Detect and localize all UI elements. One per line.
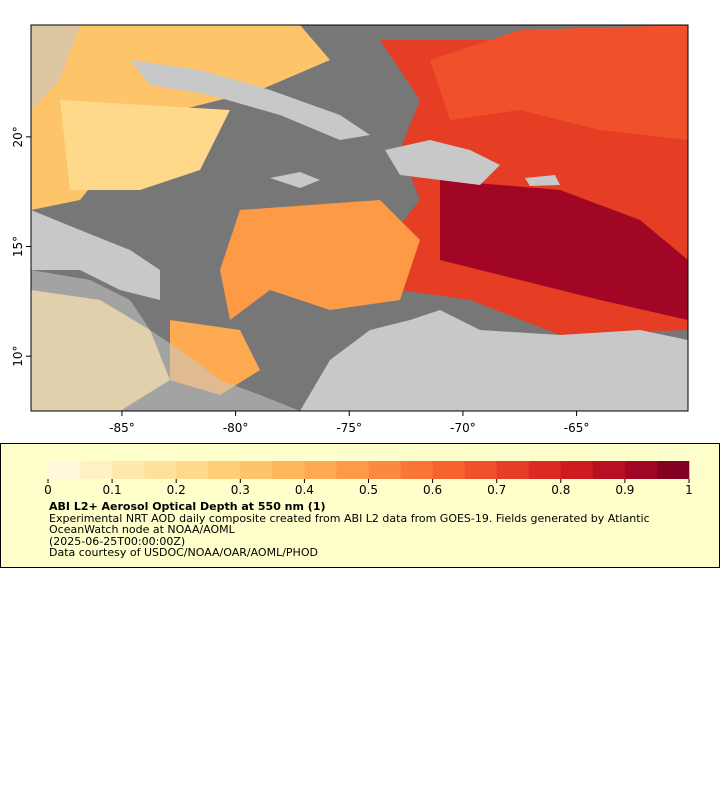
map-frame xyxy=(30,24,689,412)
land xyxy=(385,140,500,185)
colorbar-swatch xyxy=(80,461,113,479)
notes: ABI L2+ Aerosol Optical Depth at 550 nm … xyxy=(49,501,689,559)
x-tick-label: -75° xyxy=(336,421,362,435)
colorbar-swatch xyxy=(624,461,658,479)
colorbar-swatch xyxy=(336,461,369,479)
land xyxy=(270,172,320,188)
colorbar-swatch xyxy=(368,461,401,479)
y-tick-label: 10° xyxy=(11,346,25,367)
land xyxy=(300,310,688,411)
note: Experimental NRT AOD daily composite cre… xyxy=(49,511,650,536)
colorbar-tick-label: 0.9 xyxy=(615,483,634,497)
map-area xyxy=(31,25,688,411)
colorbar: 0 0.1 0.2 0.3 0.4 0.5 0.6 0.7 0.8 0.9 1 xyxy=(44,461,693,497)
colorbar-swatch xyxy=(656,461,690,479)
x-tick-label: -70° xyxy=(450,421,476,435)
colorbar-swatch xyxy=(240,461,273,479)
land xyxy=(130,60,370,140)
land xyxy=(31,25,80,110)
colorbar-tick-label: 1 xyxy=(685,483,693,497)
colorbar-swatch xyxy=(48,461,81,479)
y-tick-label: 15° xyxy=(11,236,25,257)
colorbar-swatch xyxy=(464,461,497,479)
colorbar-tick-label: 0.4 xyxy=(295,483,314,497)
x-tick-label: -85° xyxy=(109,421,135,435)
colorbar-swatch xyxy=(528,461,562,479)
x-tick-label: -80° xyxy=(223,421,249,435)
colorbar-swatch xyxy=(560,461,594,479)
colorbar-tick-label: 0.2 xyxy=(167,483,186,497)
legend-panel: 0 0.1 0.2 0.3 0.4 0.5 0.6 0.7 0.8 0.9 1 ABI L2+ Ae… xyxy=(0,443,720,568)
legend-title: ABI L2+ Aerosol Optical Depth at 550 nm … xyxy=(49,500,326,513)
colorbar-swatch xyxy=(432,461,465,479)
colorbar-swatch xyxy=(112,461,145,479)
colorbar-tick-label: 0 xyxy=(44,483,52,497)
land xyxy=(525,175,560,186)
colorbar-swatch xyxy=(208,461,241,479)
map: -85° -80° -75° -70° -65° 10° 15° 20° xyxy=(11,24,689,435)
y-tick-label: 20° xyxy=(11,126,25,147)
note: Data courtesy of USDOC/NOAA/OAR/AOML/PHO… xyxy=(49,546,318,559)
colorbar-tick-label: 0.6 xyxy=(423,483,442,497)
aerosol-field xyxy=(60,100,230,190)
colorbar-tick-label: 0.5 xyxy=(359,483,378,497)
note: (2025-06-25T00:00:00Z) xyxy=(49,534,186,548)
colorbar-swatch xyxy=(496,461,530,479)
colorbar-tick-label: 0.8 xyxy=(551,483,570,497)
colorbar-swatch xyxy=(400,461,433,479)
colorbar-swatch xyxy=(304,461,337,479)
land xyxy=(31,210,160,300)
aerosol-field xyxy=(440,180,688,320)
colorbar-tick-label: 0.7 xyxy=(487,483,506,497)
aerosol-field xyxy=(430,25,688,140)
colorbar-tick-label: 0.3 xyxy=(231,483,250,497)
aerosol-field xyxy=(220,200,420,320)
colorbar-tick-label: 0.1 xyxy=(103,483,122,497)
x-tick-label: -65° xyxy=(564,421,590,435)
land xyxy=(31,270,300,411)
colorbar-swatch xyxy=(176,461,209,479)
colorbar-swatch xyxy=(592,461,626,479)
colorbar-swatch xyxy=(272,461,305,479)
colorbar-swatch xyxy=(144,461,177,479)
